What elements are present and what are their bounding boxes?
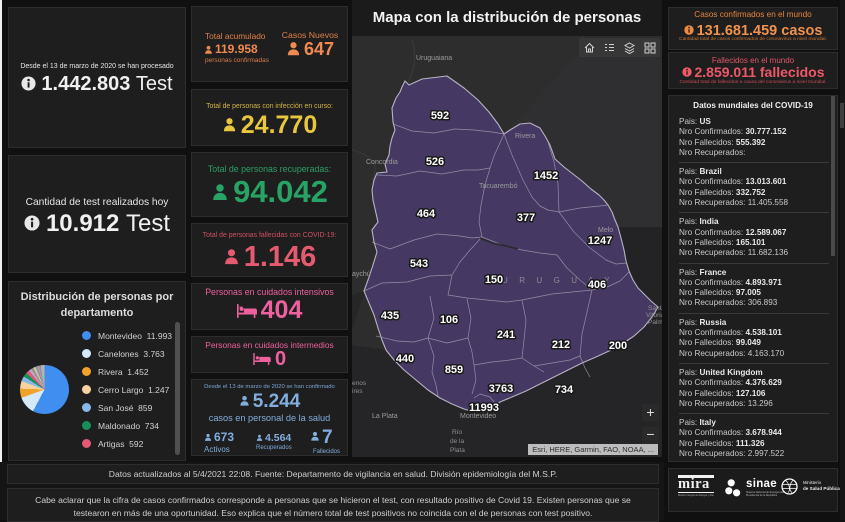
svg-text:734: 734 bbox=[555, 384, 574, 396]
svg-text:de la: de la bbox=[450, 438, 464, 445]
svg-text:Melo: Melo bbox=[598, 227, 613, 234]
svg-text:592: 592 bbox=[431, 110, 449, 122]
svg-text:1452: 1452 bbox=[534, 170, 558, 182]
svg-text:Tacuarembó: Tacuarembó bbox=[479, 183, 518, 190]
svg-text:ires: ires bbox=[352, 388, 363, 395]
svg-text:241: 241 bbox=[497, 329, 515, 341]
svg-text:U R U G U A Y: U R U G U A Y bbox=[502, 276, 614, 285]
svg-text:Concordia: Concordia bbox=[366, 159, 398, 166]
svg-text:440: 440 bbox=[396, 353, 414, 365]
svg-text:200: 200 bbox=[609, 340, 627, 352]
svg-text:859: 859 bbox=[445, 364, 463, 376]
svg-text:377: 377 bbox=[517, 212, 535, 224]
svg-text:526: 526 bbox=[426, 156, 444, 168]
svg-text:3763: 3763 bbox=[489, 383, 513, 395]
svg-text:106: 106 bbox=[440, 314, 458, 326]
svg-text:406: 406 bbox=[588, 279, 606, 291]
svg-text:Palmar: Palmar bbox=[648, 319, 662, 326]
svg-text:1247: 1247 bbox=[588, 235, 612, 247]
svg-text:Santa: Santa bbox=[648, 305, 662, 312]
svg-text:Vitória d: Vitória d bbox=[646, 312, 662, 319]
svg-text:150: 150 bbox=[485, 274, 503, 286]
svg-text:435: 435 bbox=[381, 310, 399, 322]
svg-text:La Plata: La Plata bbox=[372, 413, 398, 420]
svg-text:enos: enos bbox=[352, 380, 367, 387]
svg-text:11993: 11993 bbox=[469, 402, 499, 414]
svg-text:Montevideo: Montevideo bbox=[460, 413, 496, 420]
svg-text:Rivera: Rivera bbox=[515, 133, 535, 140]
svg-text:464: 464 bbox=[417, 208, 436, 220]
svg-text:Plata: Plata bbox=[450, 447, 465, 454]
svg-text:Uruguaiana: Uruguaiana bbox=[416, 55, 452, 62]
svg-text:aychú: aychú bbox=[352, 271, 371, 278]
svg-text:212: 212 bbox=[552, 339, 570, 351]
svg-text:543: 543 bbox=[410, 258, 428, 270]
svg-text:Río: Río bbox=[452, 429, 463, 436]
